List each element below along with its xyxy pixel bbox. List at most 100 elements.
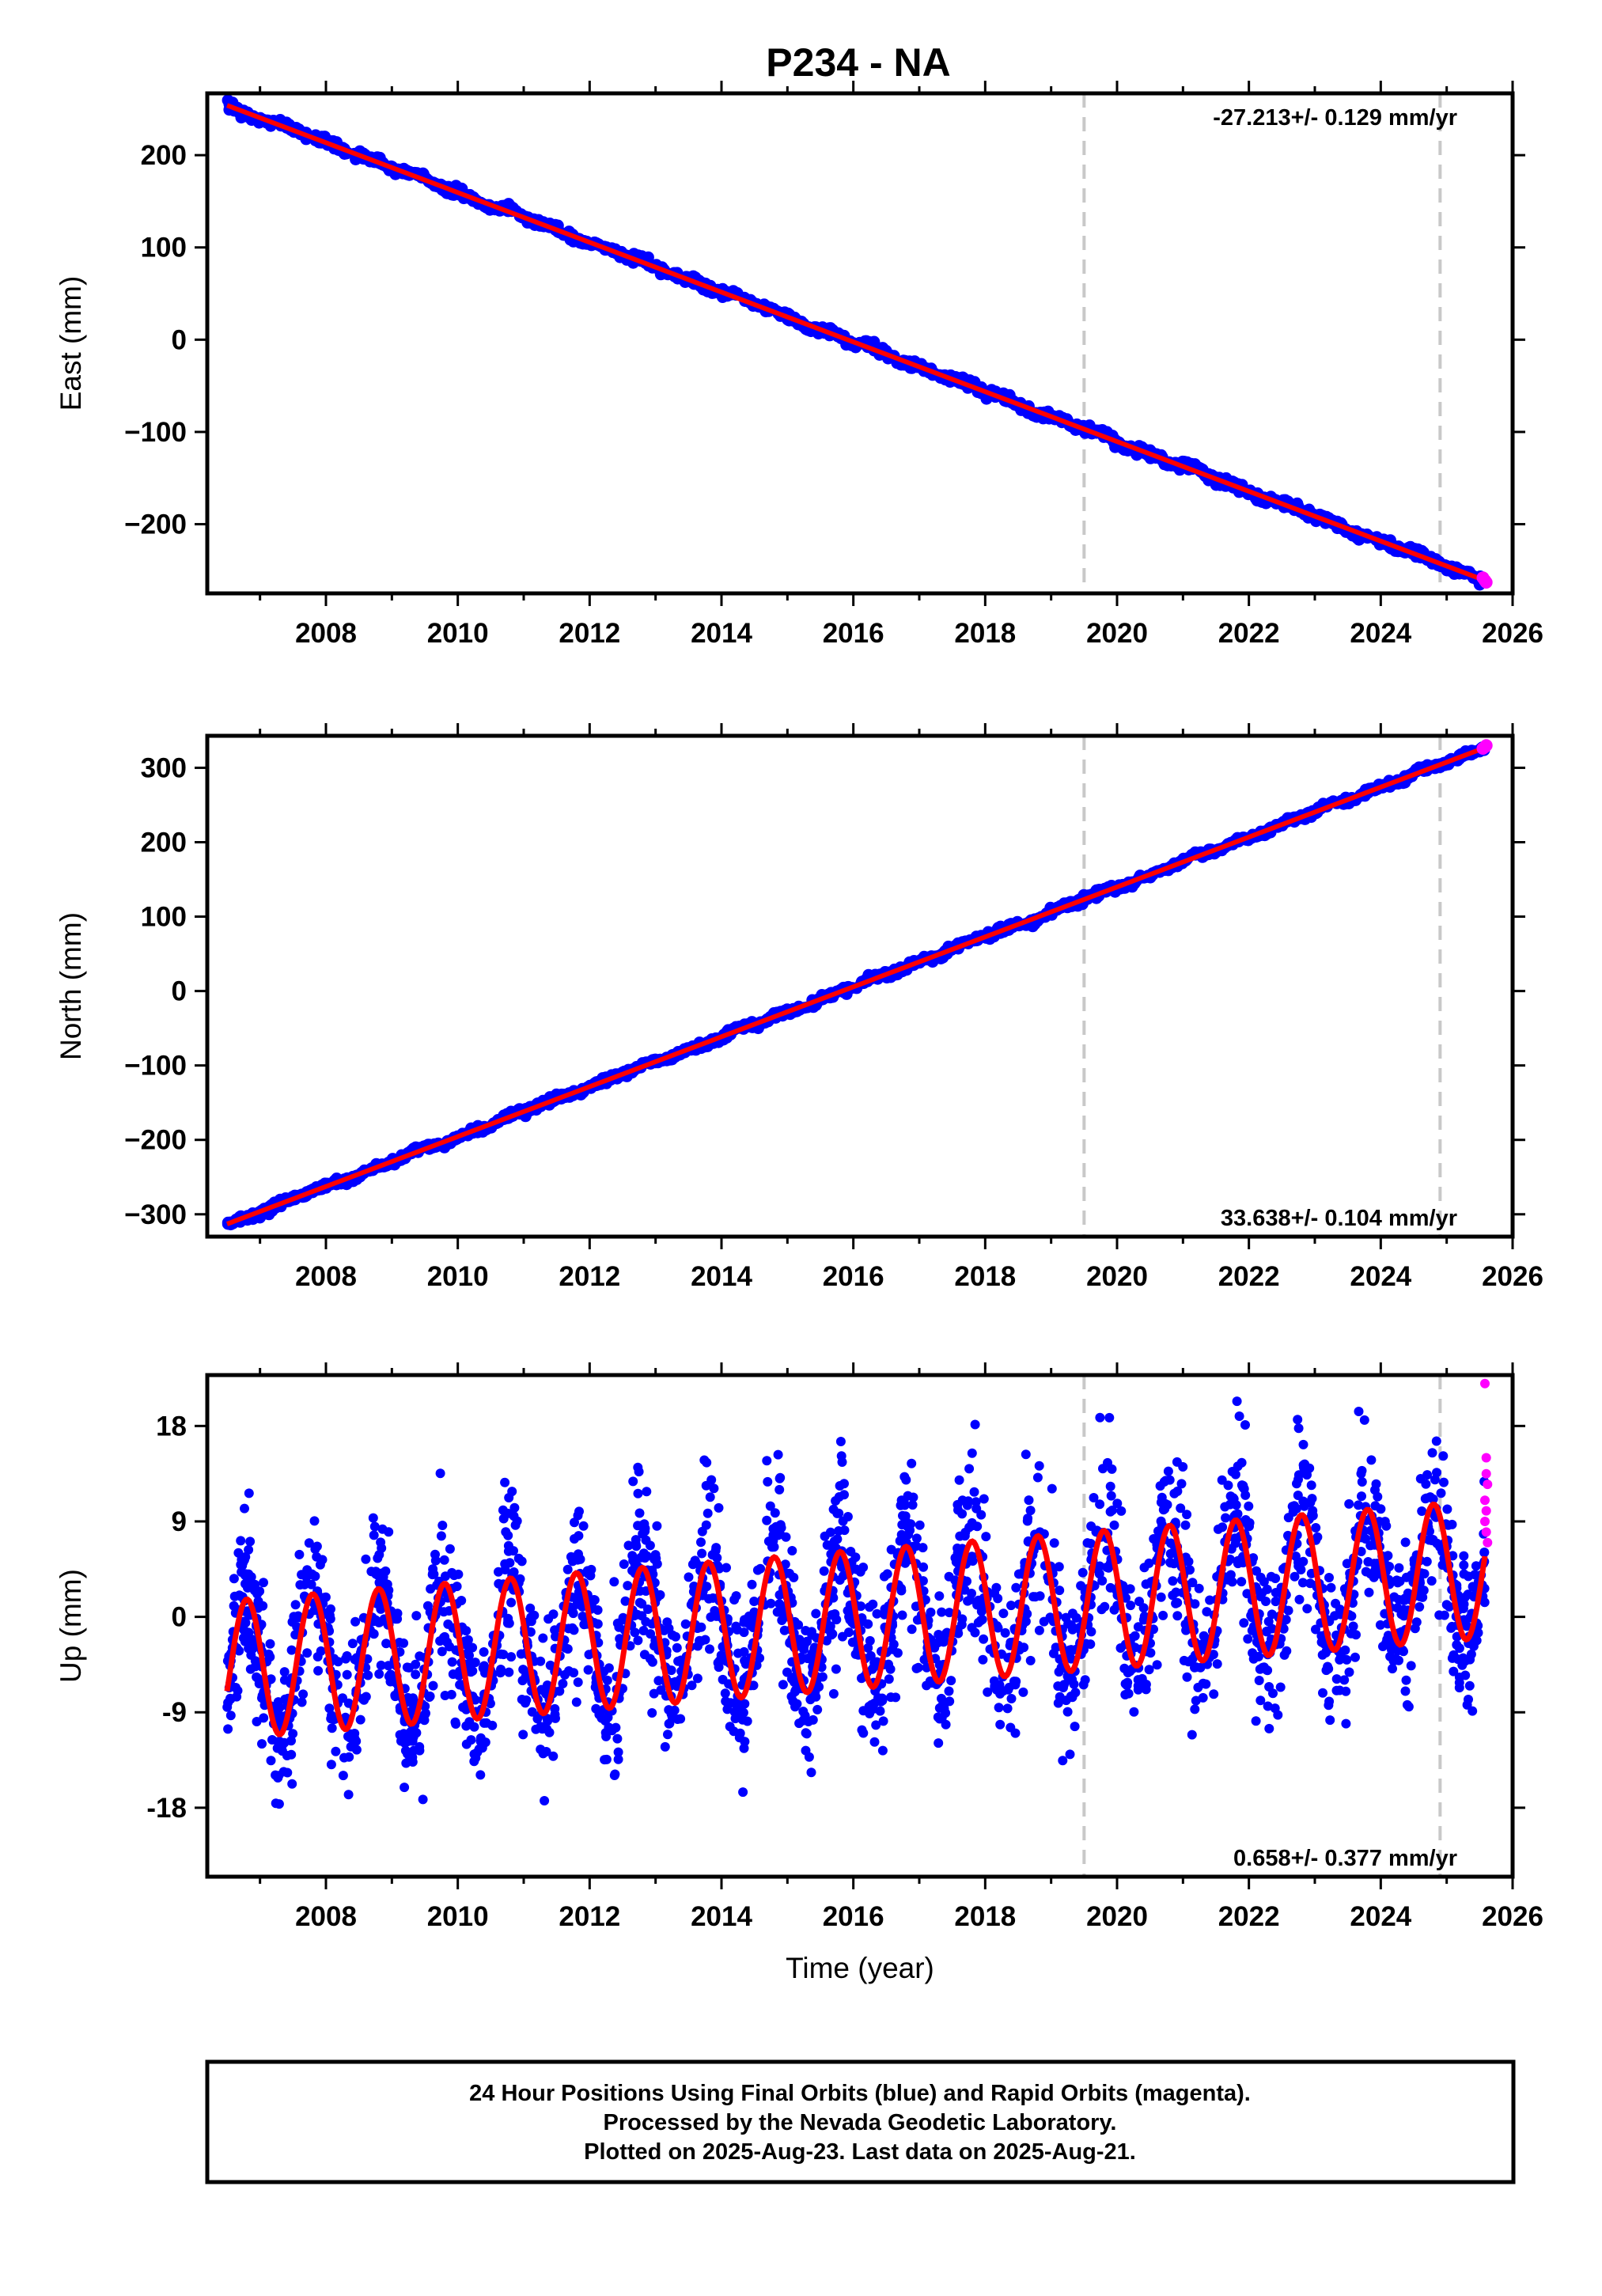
final-orbit-point [1025, 1506, 1036, 1516]
final-orbit-point [1293, 1491, 1303, 1500]
y-axis-label: East (mm) [55, 276, 87, 411]
final-orbit-point [1293, 1470, 1304, 1480]
final-orbit-point [789, 1572, 799, 1582]
final-orbit-point [1139, 1563, 1149, 1573]
final-orbit-point [1221, 1513, 1231, 1523]
x-tick-label: 2014 [691, 1261, 752, 1292]
final-orbit-point [825, 1527, 835, 1537]
x-tick-label: 2018 [954, 1261, 1016, 1292]
final-orbit-point [828, 1629, 838, 1639]
final-orbit-point [1318, 1688, 1327, 1698]
final-orbit-point [1125, 1666, 1135, 1677]
final-orbit-point [525, 1603, 536, 1613]
final-orbit-point [309, 1516, 320, 1526]
final-orbit-point [613, 1754, 623, 1764]
final-orbit-point [941, 1719, 951, 1730]
final-orbit-point [545, 1660, 555, 1670]
final-orbit-point [834, 1492, 844, 1502]
final-orbit-point [437, 1646, 447, 1657]
final-orbit-point [1344, 1667, 1354, 1677]
model-fit-line [226, 745, 1486, 1226]
final-orbit-point [1445, 1601, 1454, 1612]
final-orbit-point [403, 1692, 413, 1703]
y-tick-label: 200 [141, 828, 187, 858]
final-orbit-point [1292, 1503, 1301, 1514]
final-orbit-point [766, 1598, 776, 1608]
final-orbit-point [1197, 1639, 1207, 1650]
final-orbit-point [610, 1769, 620, 1779]
final-orbit-point [570, 1534, 579, 1544]
final-orbit-point [1432, 1538, 1442, 1548]
final-orbit-point [400, 1730, 410, 1741]
final-orbit-point [946, 1676, 956, 1686]
final-orbit-point [684, 1572, 694, 1582]
final-orbit-point [1002, 1703, 1013, 1714]
final-orbit-point [287, 1779, 297, 1789]
final-orbit-point [957, 1509, 968, 1519]
final-orbit-point [687, 1680, 697, 1691]
final-orbit-point [1194, 1583, 1204, 1593]
final-orbit-point [573, 1510, 583, 1521]
final-orbit-point [1442, 1504, 1452, 1514]
final-orbit-point [839, 1479, 849, 1489]
final-orbit-point [911, 1533, 922, 1544]
final-orbit-point [294, 1549, 305, 1559]
final-orbit-point [313, 1665, 324, 1676]
final-orbit-point [1471, 1561, 1481, 1571]
final-orbit-point [1460, 1656, 1471, 1666]
final-orbit-point [979, 1634, 989, 1644]
final-orbit-point [627, 1551, 638, 1561]
final-orbit-point [1006, 1722, 1016, 1733]
final-orbit-point [729, 1726, 739, 1737]
final-orbit-point [428, 1680, 438, 1691]
final-orbit-point [312, 1652, 323, 1661]
final-orbit-point [1354, 1407, 1364, 1416]
final-orbit-point [865, 1708, 875, 1718]
final-orbit-point [450, 1717, 460, 1727]
final-orbit-point [1231, 1500, 1241, 1510]
final-orbit-point [869, 1737, 880, 1747]
final-orbit-point [1146, 1648, 1156, 1658]
final-orbit-point [623, 1581, 633, 1591]
final-orbit-point [765, 1501, 775, 1511]
plot-area [222, 1375, 1490, 1877]
final-orbit-point [1234, 1411, 1244, 1421]
final-orbit-point [338, 1771, 348, 1781]
final-orbit-point [1331, 1674, 1342, 1684]
final-orbit-point [775, 1520, 786, 1530]
final-orbit-point [361, 1692, 371, 1702]
final-orbit-point [1462, 1699, 1472, 1710]
final-orbit-point [639, 1650, 650, 1660]
final-orbit-point [1006, 1694, 1017, 1703]
final-orbit-points [222, 1396, 1490, 1809]
final-orbit-point [494, 1578, 504, 1589]
final-orbit-point [837, 1457, 847, 1467]
final-orbit-point [436, 1531, 446, 1541]
final-orbit-point [1330, 1611, 1340, 1621]
final-orbit-point [865, 1602, 875, 1612]
final-orbit-point [500, 1477, 510, 1487]
final-orbit-point [602, 1675, 612, 1685]
final-orbit-point [620, 1596, 631, 1606]
final-orbit-point [1370, 1501, 1380, 1511]
rapid-orbit-point [1479, 739, 1493, 752]
final-orbit-point [1089, 1493, 1099, 1502]
final-orbit-point [1434, 1610, 1445, 1620]
final-orbit-point [1350, 1652, 1360, 1662]
final-orbit-point [1438, 1451, 1449, 1461]
final-orbit-point [591, 1703, 601, 1714]
final-orbit-point [1437, 1560, 1448, 1570]
final-orbit-point [878, 1716, 888, 1726]
final-orbit-point [1466, 1649, 1476, 1659]
final-orbit-point [526, 1612, 536, 1623]
final-orbit-point [967, 1623, 977, 1633]
final-orbit-point [225, 1711, 236, 1721]
final-orbit-point [527, 1707, 537, 1717]
final-orbit-point [877, 1745, 888, 1756]
final-orbit-point [411, 1669, 421, 1680]
final-orbit-point [633, 1462, 643, 1472]
final-orbit-point [1459, 1569, 1469, 1579]
final-orbit-point [1271, 1597, 1281, 1607]
final-orbit-point [1226, 1544, 1237, 1554]
final-orbit-point [279, 1667, 290, 1677]
